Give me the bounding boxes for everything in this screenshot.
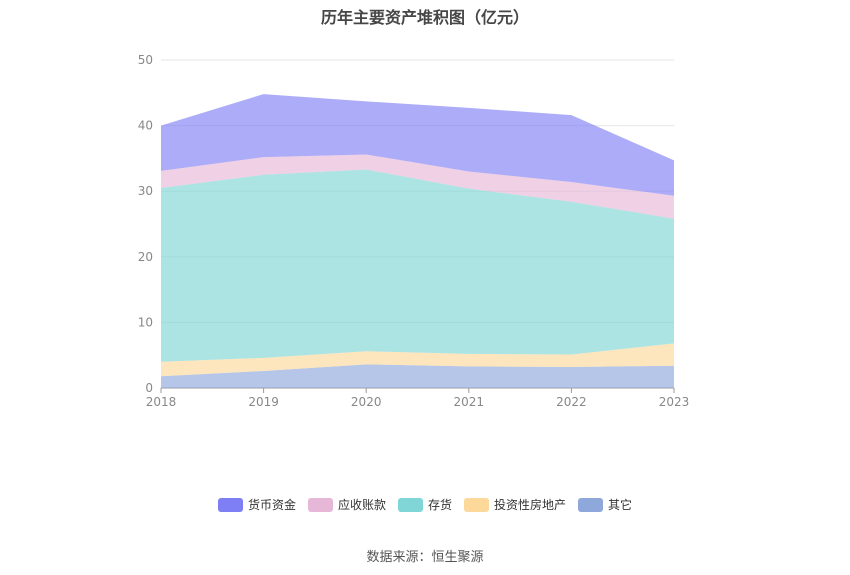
area-series-1	[161, 343, 674, 377]
area-series-3	[161, 154, 674, 219]
legend-item[interactable]: 应收账款	[307, 496, 386, 513]
legend-item[interactable]: 其它	[578, 496, 632, 513]
y-tick-label: 50	[138, 53, 153, 67]
legend-item[interactable]: 货币资金	[217, 496, 296, 513]
legend-label: 存货	[427, 498, 452, 512]
legend-item[interactable]: 投资性房地产	[464, 496, 566, 513]
x-tick-label: 2021	[454, 395, 485, 409]
y-tick-label: 40	[138, 119, 153, 133]
y-tick-label: 20	[138, 250, 153, 264]
legend-label: 应收账款	[337, 498, 386, 512]
x-tick-label: 2022	[556, 395, 587, 409]
legend-swatch	[307, 497, 333, 512]
y-tick-label: 10	[138, 315, 153, 329]
chart-legend: 货币资金 应收账款 存货 投资性房地产 其它	[0, 496, 850, 513]
area-series-0	[161, 364, 674, 388]
y-tick-label: 0	[145, 381, 153, 395]
area-series-4	[161, 94, 674, 196]
chart-title: 历年主要资产堆积图（亿元）	[320, 8, 529, 27]
y-tick-label: 30	[138, 184, 153, 198]
legend-label: 其它	[608, 498, 633, 512]
x-tick-label: 2020	[351, 395, 382, 409]
legend-label: 投资性房地产	[494, 498, 567, 512]
legend-swatch	[217, 497, 243, 512]
legend-label: 货币资金	[247, 498, 296, 512]
data-source: 数据来源：恒生聚源	[366, 550, 484, 565]
legend-item[interactable]: 存货	[397, 496, 452, 513]
x-tick-label: 2023	[659, 395, 690, 409]
x-tick-label: 2019	[248, 395, 279, 409]
x-tick-label: 2018	[146, 395, 177, 409]
legend-swatch	[464, 497, 489, 512]
area-series-2	[161, 169, 674, 362]
legend-swatch	[397, 497, 423, 512]
legend-swatch	[578, 497, 604, 512]
